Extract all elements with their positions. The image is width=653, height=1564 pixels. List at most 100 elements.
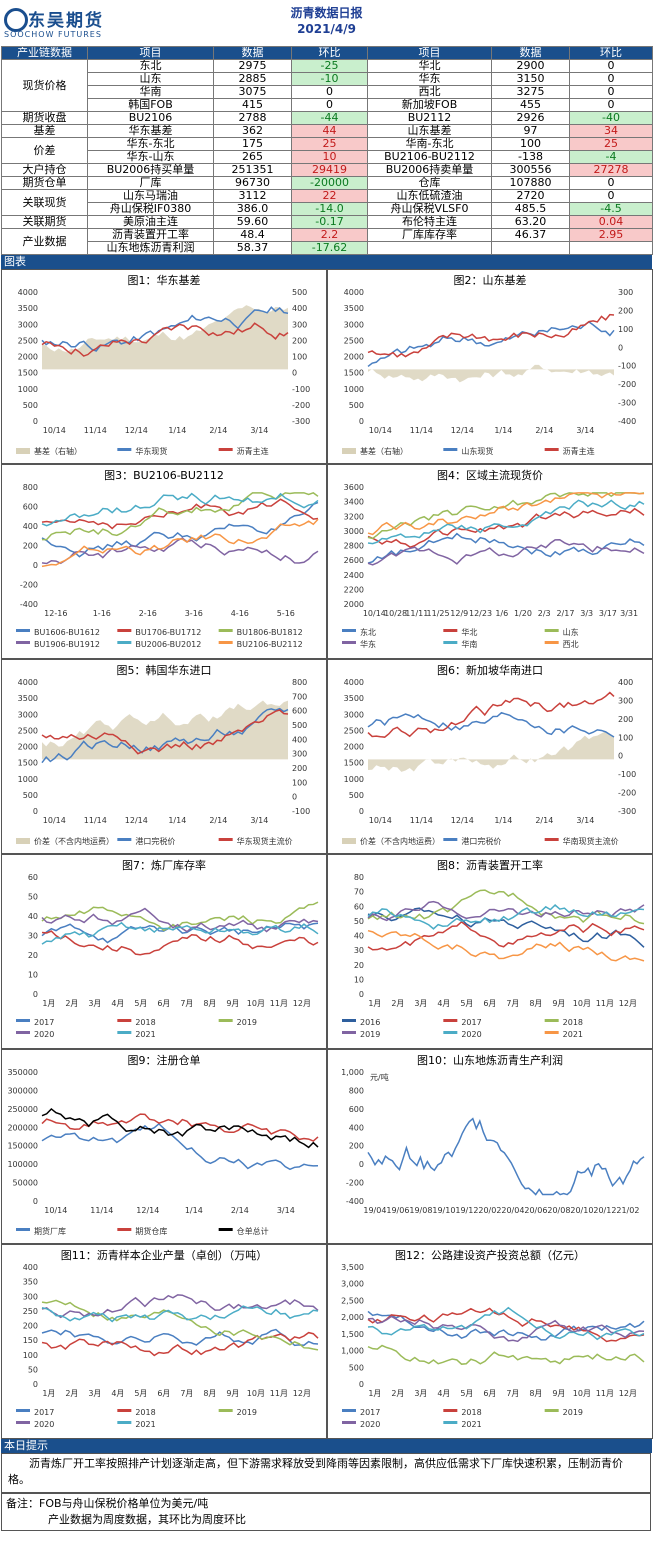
x-tick-label: 2月	[391, 999, 404, 1008]
table-cell: 山东马瑞油	[87, 189, 214, 203]
y-tick-label: 2600	[344, 556, 364, 565]
y-tick-label: 2400	[344, 571, 364, 580]
y-tick-label: 3500	[344, 304, 364, 313]
table-cell: 100	[491, 137, 570, 151]
x-tick-label: 8月	[203, 1389, 216, 1398]
table-cell: 107880	[491, 176, 570, 190]
legend-label: 2020	[34, 1420, 54, 1429]
row-category: 期货仓单	[1, 176, 88, 190]
y-tick-label: 10	[28, 971, 38, 980]
table-cell: 59.60	[213, 215, 292, 229]
x-tick-label: 2/14	[231, 1206, 249, 1215]
table-cell: 美原油主连	[87, 215, 214, 229]
series-line	[41, 707, 289, 764]
y-tick-label: 1000	[344, 775, 364, 784]
x-tick-label: 11/14	[84, 816, 107, 825]
x-tick-label: 6月	[157, 999, 170, 1008]
y-tick-label: 200000	[7, 1123, 38, 1132]
y2-tick-label: 800	[292, 678, 307, 687]
y-tick-label: 600	[349, 1105, 364, 1114]
legend-swatch	[342, 1031, 356, 1034]
y-tick-label: 3600	[344, 483, 364, 492]
y2-tick-label: -100	[618, 770, 636, 779]
table-cell: 265	[213, 150, 292, 164]
table-row: 关联现货 山东马瑞油 3112 22 山东低硫渣油 2720 0	[1, 189, 653, 216]
legend-swatch	[16, 1409, 30, 1412]
y-tick-label: 1000	[18, 385, 38, 394]
y-tick-label: 500	[23, 791, 38, 800]
y-tick-label: 600	[23, 503, 38, 512]
x-tick-label: 3/14	[277, 1206, 295, 1215]
legend-swatch	[443, 838, 458, 841]
y-tick-label: 3500	[344, 694, 364, 703]
y2-tick-label: 200	[292, 336, 307, 345]
row-category: 期货收盘	[1, 111, 88, 125]
x-tick-label: 10/14	[44, 1206, 67, 1215]
table-cell: 455	[491, 98, 570, 112]
y-tick-label: 0	[33, 807, 38, 816]
x-tick-label: 3月	[88, 1389, 101, 1398]
series-area	[368, 731, 614, 772]
x-tick-label: 5月	[134, 999, 147, 1008]
table-row: 基差 华东基差 362 44 山东基差 97 34	[1, 124, 653, 138]
table-row: 华南 3075 0 西北 3275 0	[2, 85, 653, 99]
chart-panel: 60 50 40 30 20 10 0 1月 2月 3月 4月 5月 6月 7月 8月 9月 10月 11月 12月…	[1, 854, 327, 1049]
row-category: 产业数据	[1, 228, 88, 255]
x-tick-label: 20/04	[501, 1206, 524, 1215]
x-tick-label: 11月	[596, 999, 614, 1008]
y2-tick-label: 100	[292, 353, 307, 362]
table-cell: 2788	[213, 111, 292, 125]
table-cell: -20000	[291, 176, 368, 190]
table-cell: 沥青装置开工率	[87, 228, 214, 242]
x-tick-label: 4月	[111, 1389, 124, 1398]
series-line	[367, 1344, 645, 1365]
x-tick-label: 2/14	[209, 816, 227, 825]
table-cell: 96730	[213, 176, 292, 190]
x-tick-label: 11月	[270, 1389, 288, 1398]
y2-tick-label: 300	[618, 288, 633, 297]
table-cell: 华东基差	[87, 124, 214, 138]
y-tick-label: 2200	[344, 585, 364, 594]
series-line	[367, 1307, 645, 1343]
legend-swatch	[16, 1228, 30, 1231]
table-cell: BU2006持卖单量	[367, 163, 492, 177]
series-line	[367, 900, 645, 922]
table-cell: 29419	[291, 163, 368, 177]
table-cell: 山东基差	[367, 124, 492, 138]
table-header: 项目	[367, 46, 492, 60]
y-tick-label: 4000	[18, 288, 38, 297]
table-cell: 3275	[491, 85, 570, 99]
series-line	[367, 929, 645, 962]
legend-swatch	[443, 629, 458, 632]
y-tick-label: 1,000	[341, 1068, 364, 1077]
y-tick-label: 3000	[18, 710, 38, 719]
x-tick-label: 1/14	[494, 426, 512, 435]
x-tick-label: 3/31	[620, 609, 638, 618]
y-tick-label: 3000	[344, 527, 364, 536]
x-tick-label: 20/12	[593, 1206, 616, 1215]
series-line	[41, 492, 319, 527]
y-tick-label: 50	[28, 893, 38, 902]
table-cell: 华南	[87, 85, 214, 99]
table-row: 关联期货 美原油主连 59.60 -0.17 布伦特主连 63.20 0.04	[1, 215, 653, 229]
legend-swatch	[218, 448, 233, 451]
x-tick-label: 2月	[65, 1389, 78, 1398]
legend-label: BU2006-BU2012	[135, 640, 201, 649]
legend-swatch	[16, 838, 30, 844]
y-tick-label: 2500	[18, 336, 38, 345]
table-cell: 27278	[569, 163, 653, 177]
y2-tick-label: -300	[618, 807, 636, 816]
y-tick-label: 300000	[7, 1086, 38, 1095]
legend-label: 2021	[563, 1030, 583, 1039]
table-cell: 362	[213, 124, 292, 138]
legend-swatch	[218, 1019, 233, 1022]
table-cell: -40	[569, 111, 653, 125]
y-tick-label: 3500	[18, 304, 38, 313]
x-tick-label: 2-16	[139, 609, 157, 618]
table-cell	[491, 241, 570, 255]
x-tick-label: 19/12	[455, 1206, 478, 1215]
x-tick-label: 1月	[42, 1389, 55, 1398]
x-tick-label: 12/14	[451, 816, 474, 825]
logo-cn: 东吴期货	[28, 11, 104, 31]
